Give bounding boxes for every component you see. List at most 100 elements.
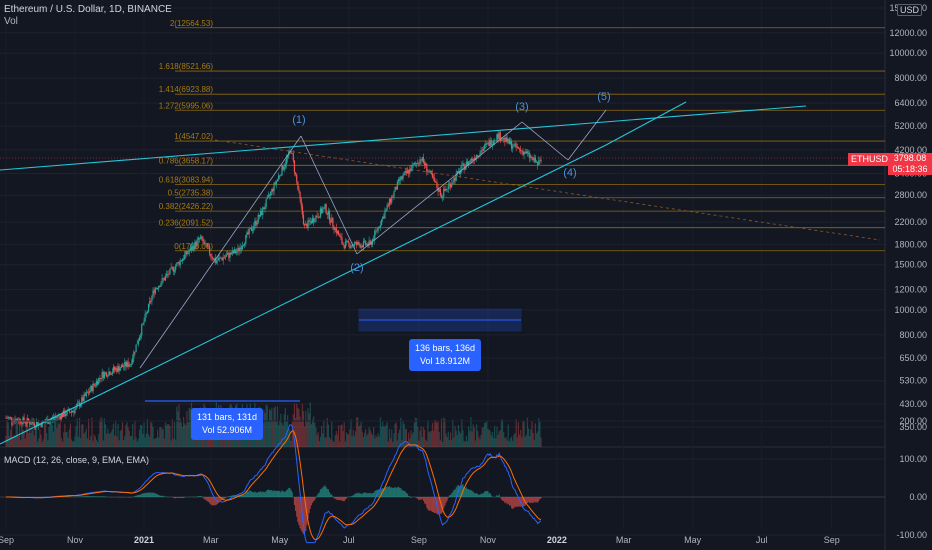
macd-histogram-bar [490, 495, 492, 497]
volume-bar [297, 407, 299, 447]
volume-bar [161, 429, 163, 447]
candle-body [403, 172, 405, 176]
wave-labels: (1) (2) (3) (4) (5) [292, 91, 610, 274]
volume-bar [435, 419, 437, 447]
macd-histogram-bar [249, 490, 251, 497]
candle-body [110, 374, 112, 375]
candle-body [285, 157, 288, 165]
volume-bar [158, 437, 160, 447]
volume-bar [25, 417, 27, 447]
volume-bar [387, 441, 389, 447]
candle-body [301, 205, 303, 215]
macd-histogram-bar [240, 495, 242, 497]
macd-histogram-bar [309, 497, 311, 509]
volume-bar [382, 421, 384, 447]
macd-histogram-bar [526, 497, 529, 504]
candle-body [534, 157, 536, 163]
volume-bar [154, 438, 156, 447]
candle-body [486, 143, 488, 145]
volume-bar [110, 431, 112, 447]
candle-body [211, 255, 213, 258]
candle-body [460, 170, 462, 175]
candle-body [136, 343, 138, 345]
candle-body [7, 417, 9, 419]
macd-histogram-bar [431, 497, 434, 513]
candle-body [538, 160, 540, 166]
candle-body [369, 240, 371, 243]
candle-body [421, 157, 423, 161]
macd-histogram-bar [525, 497, 527, 504]
candle-body [155, 288, 158, 290]
candle-body [290, 150, 292, 154]
macd-header: MACD (12, 26, close, 9, EMA, EMA) [4, 455, 150, 465]
volume-bar [166, 425, 168, 447]
volume-bar [394, 423, 396, 447]
volume-bar [504, 438, 506, 447]
volume-bar [517, 422, 520, 447]
candle-body [347, 240, 349, 242]
volume-bar [279, 420, 281, 447]
macd-histogram-bar [422, 497, 424, 501]
price-axis[interactable]: 350.00 430.00 530.00 650.00 800.00 1000.00 120… [889, 3, 927, 432]
currency-button[interactable]: USD [896, 4, 922, 16]
candle-body [160, 283, 162, 287]
candle-body [409, 168, 411, 174]
volume-bar [481, 427, 483, 447]
volume-label: Vol [4, 16, 18, 27]
candle-body [240, 247, 242, 250]
macd-histogram-bar [136, 495, 138, 497]
candle-body [294, 172, 297, 175]
volume-bar [94, 436, 96, 447]
candle-body [326, 213, 328, 215]
candle-body [455, 173, 457, 181]
candle-body [501, 139, 504, 141]
volume-bar [440, 418, 443, 447]
candle-body [291, 153, 293, 155]
fib-label: 0.786(3658.17) [159, 156, 214, 165]
volume-bar [116, 436, 118, 447]
macd-histogram-bar [444, 497, 446, 506]
volume-bar [332, 440, 334, 447]
volume-bar [92, 440, 94, 447]
macd-histogram-bar [518, 497, 521, 507]
candle-body [181, 259, 184, 262]
candle-body [445, 189, 447, 191]
y-tick-label: 650.00 [899, 353, 927, 363]
volume-bar [118, 440, 120, 447]
candle-body [92, 383, 94, 392]
candle-body [443, 188, 445, 197]
candle-body [419, 159, 421, 165]
candle-body [256, 222, 258, 225]
volume-bar [492, 437, 495, 447]
y-tick-label: 6400.00 [894, 98, 927, 108]
volume-bar [345, 432, 348, 447]
lower-trendline [0, 144, 607, 445]
candle-body [340, 235, 342, 238]
candle-body [330, 220, 332, 223]
candle-body [201, 236, 203, 238]
volume-bar [413, 422, 415, 447]
volume-bar [90, 435, 92, 447]
time-axis[interactable]: Sep Nov 2021 Mar May Jul Sep Nov 2022 Mar May Jul Se… [0, 535, 840, 545]
macd-histogram-bar [256, 492, 258, 497]
macd-histogram-bar [156, 494, 159, 497]
candle-body [72, 411, 74, 412]
candle-body [362, 241, 365, 248]
macd-histogram-bar [147, 492, 150, 497]
volume-bar [468, 426, 470, 447]
volume-bar [81, 424, 83, 447]
candle-body [505, 137, 507, 142]
candle-body [254, 220, 256, 227]
macd-histogram-bar [384, 487, 386, 497]
candle-body [115, 368, 117, 370]
fib-label: 2(12564.53) [170, 19, 213, 28]
wave-label: (2) [350, 262, 363, 274]
macd-histogram-bar [266, 489, 268, 497]
y-tick-label: 5200.00 [894, 121, 927, 131]
candle-body [262, 207, 264, 216]
macd-histogram-bar [353, 494, 355, 497]
volume-bar [533, 439, 535, 447]
volume-bar [123, 439, 125, 447]
candle-body [203, 240, 205, 244]
